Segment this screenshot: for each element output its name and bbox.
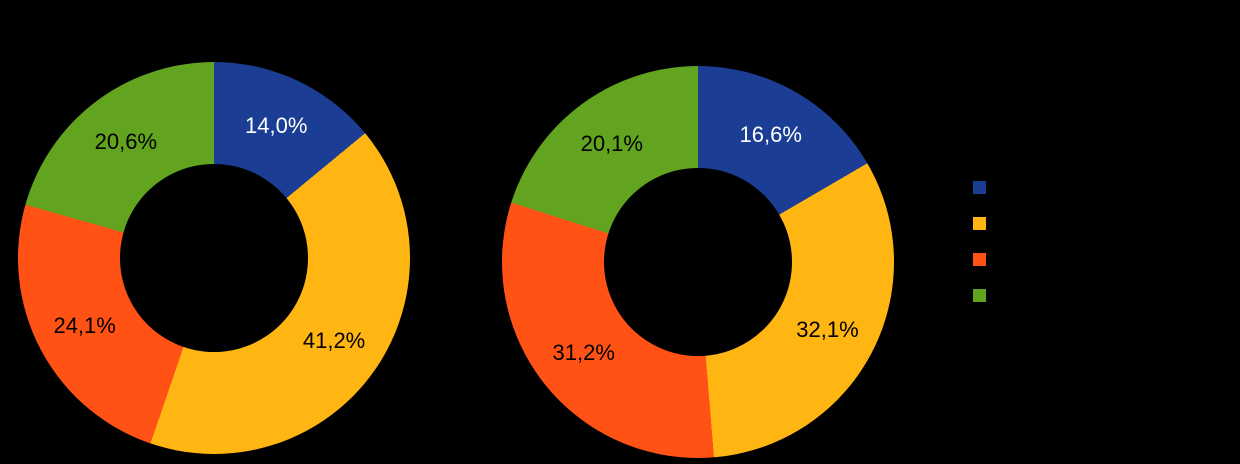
legend-swatch bbox=[973, 289, 986, 302]
slice-label: 20,1% bbox=[580, 131, 643, 157]
slice-label: 31,2% bbox=[552, 339, 615, 365]
legend-swatch bbox=[973, 181, 986, 194]
donut-chart-left: 14,0% 41,2% 24,1% 20,6% bbox=[18, 62, 410, 454]
slice-label: 20,6% bbox=[94, 128, 158, 154]
slice-label: 16,6% bbox=[739, 122, 802, 148]
legend-swatch bbox=[973, 253, 986, 266]
legend bbox=[973, 181, 986, 302]
donut-hole bbox=[603, 167, 793, 357]
slice-label: 24,1% bbox=[53, 312, 116, 338]
donut-chart-right: 16,6% 32,1% 31,2% 20,1% bbox=[502, 66, 894, 458]
slice-label: 14,0% bbox=[245, 112, 308, 138]
legend-swatch bbox=[973, 217, 986, 230]
slice-label: 41,2% bbox=[302, 328, 366, 354]
slice-label: 32,1% bbox=[796, 316, 859, 342]
donut-hole bbox=[119, 163, 309, 353]
